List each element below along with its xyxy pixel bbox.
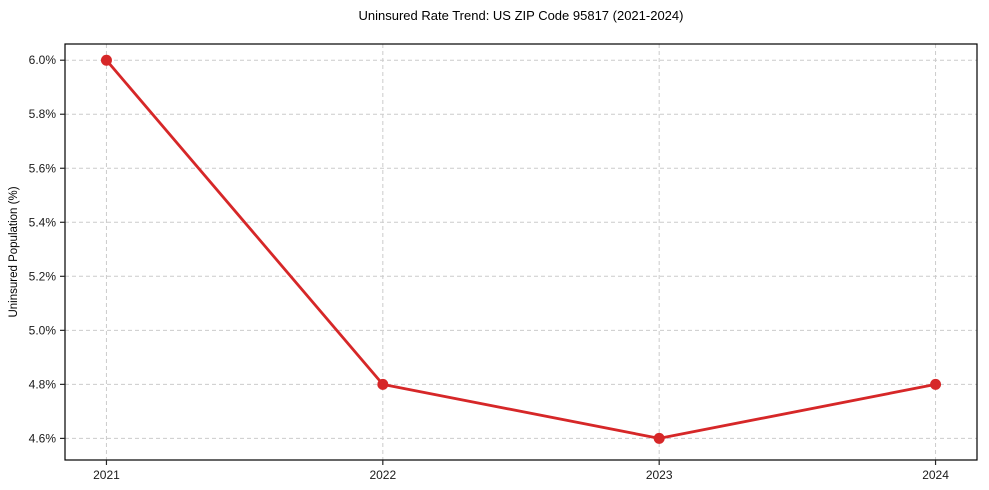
x-tick-label: 2023: [646, 468, 673, 482]
data-point: [653, 432, 665, 444]
axes-frame: [64, 43, 978, 461]
x-tick-label: 2021: [93, 468, 120, 482]
y-tick-label: 5.8%: [29, 107, 57, 121]
data-point: [377, 378, 389, 390]
y-tick-label: 6.0%: [29, 53, 57, 67]
trend-line: [105, 58, 937, 440]
y-tick-label: 4.6%: [29, 431, 57, 445]
y-axis: 4.6% 4.8% 5.0% 5.2% 5.4% 5.6% 5.8% 6.0%: [29, 53, 65, 445]
x-axis: 2021 2022 2023 2024: [93, 460, 949, 482]
gridlines: [65, 44, 977, 460]
x-tick-label: 2024: [922, 468, 949, 482]
y-tick-label: 4.8%: [29, 377, 57, 391]
x-tick-label: 2022: [369, 468, 396, 482]
data-point: [930, 378, 942, 390]
y-tick-label: 5.6%: [29, 161, 57, 175]
data-points: [100, 54, 942, 444]
y-tick-label: 5.0%: [29, 323, 57, 337]
chart-title: Uninsured Rate Trend: US ZIP Code 95817 …: [358, 8, 684, 23]
y-tick-label: 5.4%: [29, 215, 57, 229]
data-point: [100, 54, 112, 66]
y-tick-label: 5.2%: [29, 269, 57, 283]
